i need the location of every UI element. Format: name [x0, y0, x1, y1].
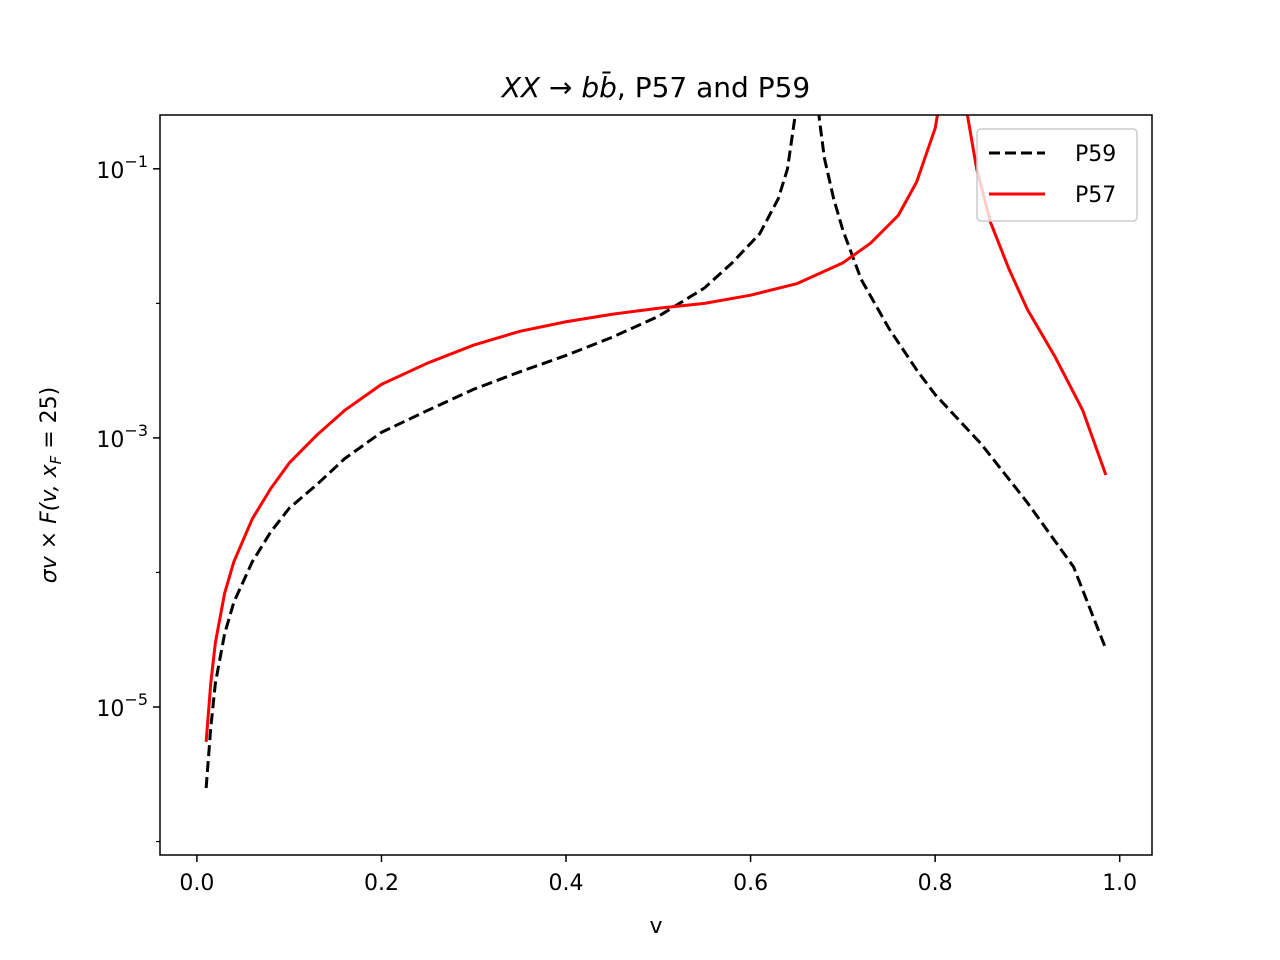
x-tick-label: 1.0	[1102, 871, 1137, 896]
legend-label-p57: P57	[1075, 183, 1116, 208]
y-axis-label-pre: σv × F(v, x	[37, 463, 62, 583]
plot-frame	[159, 114, 1153, 856]
y-tick-label: 10−3	[96, 421, 148, 453]
legend-label-p59: P59	[1075, 142, 1116, 167]
x-axis-ticks: 0.0 0.2 0.4 0.6 0.8 1.0	[179, 855, 1137, 896]
x-tick-label: 0.6	[733, 871, 768, 896]
x-tick-label: 0.2	[364, 871, 399, 896]
y-axis-label-post: = 25)	[37, 387, 62, 456]
x-tick-label: 0.4	[549, 871, 584, 896]
series-line-p59	[204, 115, 1108, 789]
x-tick-label: 0.0	[179, 871, 214, 896]
y-axis-ticks: 10310110−110−310−5	[96, 152, 160, 843]
x-axis-label: v	[649, 914, 662, 939]
y-tick-label: 10−1	[96, 152, 148, 184]
series-line-p57	[204, 115, 1108, 743]
legend-box	[976, 128, 1138, 222]
chart-title-math: XX → bb̄	[500, 70, 617, 104]
legend: P59 P57	[976, 128, 1138, 222]
series-layer	[204, 115, 1108, 789]
y-axis-label-sub: F	[47, 455, 65, 464]
y-tick-label: 10−5	[96, 690, 148, 722]
chart-title-rest: , P57 and P59	[617, 71, 810, 104]
plot-area	[159, 114, 1153, 856]
chart-title: XX → bb̄, P57 and P59	[500, 70, 810, 104]
x-tick-label: 0.8	[918, 871, 953, 896]
y-axis-label: σv × F(v, xF = 25)	[37, 387, 65, 584]
